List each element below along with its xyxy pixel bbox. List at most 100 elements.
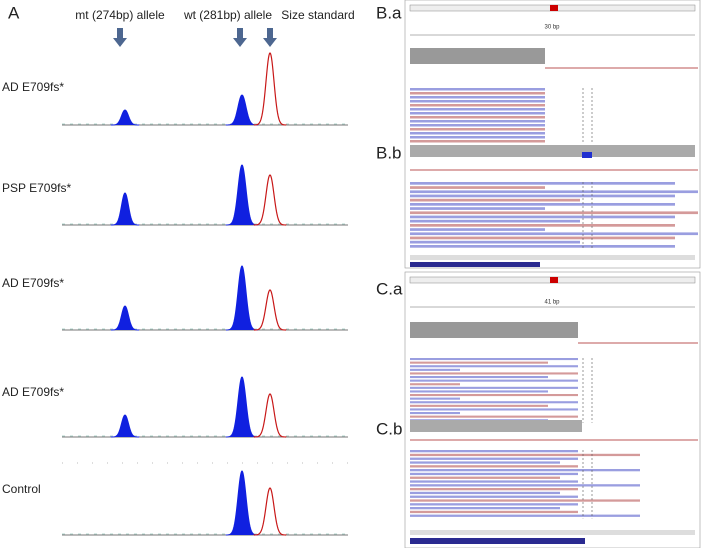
gene-track	[410, 538, 585, 544]
read	[410, 190, 698, 194]
read	[410, 228, 545, 231]
read	[410, 368, 460, 371]
read	[410, 88, 545, 91]
read	[410, 207, 545, 210]
read	[410, 394, 578, 397]
read	[410, 469, 640, 472]
marker-label: Size standard	[281, 8, 354, 22]
arrow-head	[233, 38, 247, 47]
read	[410, 379, 578, 382]
read	[410, 514, 640, 517]
read	[410, 112, 545, 115]
read	[410, 203, 675, 206]
arrow-head	[263, 38, 277, 47]
peak-mt	[110, 109, 140, 126]
trace-label: PSP E709fs*	[2, 181, 71, 195]
panel-label: B.a	[376, 3, 402, 22]
peak-wt	[225, 265, 259, 331]
coverage	[410, 420, 582, 432]
read	[410, 100, 545, 103]
read	[410, 198, 580, 202]
read	[410, 390, 548, 393]
coverage	[410, 145, 695, 157]
read	[410, 472, 578, 476]
read	[410, 386, 578, 389]
read	[410, 476, 560, 479]
arrow-shaft	[237, 28, 243, 38]
peak-size-standard	[253, 289, 287, 331]
scale-label: 41 bp	[544, 300, 560, 306]
arrow-shaft	[267, 28, 273, 38]
coverage	[410, 48, 545, 64]
peak-mt	[110, 305, 140, 331]
read	[410, 136, 545, 139]
read	[410, 108, 545, 111]
trace-label: AD E709fs*	[2, 385, 64, 399]
read	[410, 358, 578, 361]
read	[410, 365, 578, 368]
peak-size-standard	[253, 174, 287, 226]
read	[410, 186, 545, 189]
gene-track	[410, 262, 540, 267]
read	[410, 215, 675, 219]
panel-label: C.a	[376, 279, 403, 298]
read	[410, 510, 578, 514]
read	[410, 480, 578, 483]
read	[410, 457, 578, 460]
panel-label: A	[8, 3, 20, 22]
trace-label: AD E709fs*	[2, 276, 64, 290]
coverage	[410, 322, 578, 338]
peak-wt	[225, 470, 259, 536]
read	[410, 372, 578, 375]
coverage-variant	[582, 152, 592, 158]
read	[410, 361, 548, 364]
peak-mt	[110, 192, 140, 226]
read	[410, 376, 548, 379]
read	[410, 465, 578, 468]
scale-label: 30 bp	[544, 25, 560, 31]
read	[410, 408, 578, 411]
panel-label: B.b	[376, 143, 402, 162]
read	[410, 450, 578, 453]
peak-wt	[225, 94, 259, 126]
read	[410, 96, 545, 99]
read	[410, 461, 560, 464]
reference-sequence	[410, 255, 695, 260]
read	[410, 397, 460, 400]
read	[410, 491, 560, 495]
read	[410, 211, 698, 215]
read	[410, 236, 675, 240]
read	[410, 484, 640, 487]
read	[410, 140, 545, 143]
read	[410, 219, 580, 223]
read	[410, 128, 545, 131]
read	[410, 401, 578, 404]
marker-label: wt (281bp) allele	[183, 8, 272, 22]
ideogram-locus	[550, 277, 558, 283]
read	[410, 132, 545, 135]
trace-label: AD E709fs*	[2, 80, 64, 94]
peak-size-standard	[253, 487, 287, 536]
arrow-shaft	[117, 28, 123, 38]
reference-sequence	[410, 530, 695, 535]
read	[410, 404, 548, 407]
read	[410, 453, 640, 457]
panel-label: C.b	[376, 419, 402, 438]
read	[410, 499, 640, 502]
peak-mt	[110, 414, 140, 438]
read	[410, 224, 675, 227]
read	[410, 503, 578, 506]
peak-size-standard	[253, 393, 287, 438]
read	[410, 412, 460, 415]
read	[410, 232, 698, 236]
read	[410, 488, 578, 491]
trace-label: Control	[2, 482, 41, 496]
read	[410, 124, 545, 127]
read	[410, 104, 545, 107]
read	[410, 116, 545, 119]
ideogram-locus	[550, 5, 558, 11]
read	[410, 240, 580, 244]
peak-wt	[225, 164, 259, 226]
